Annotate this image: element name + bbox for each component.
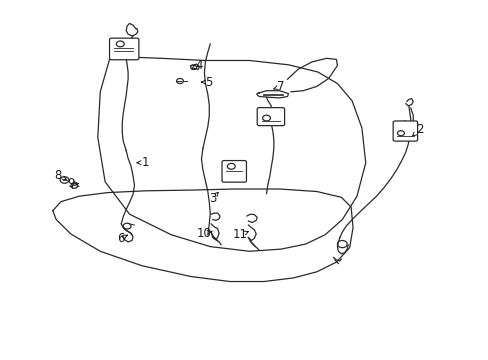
FancyBboxPatch shape <box>109 38 139 60</box>
Text: 4: 4 <box>195 59 203 72</box>
Text: 2: 2 <box>415 123 423 136</box>
FancyBboxPatch shape <box>222 161 246 182</box>
Text: 9: 9 <box>67 177 75 190</box>
Text: 7: 7 <box>277 80 285 93</box>
Text: 11: 11 <box>233 228 247 241</box>
Text: 10: 10 <box>197 227 211 240</box>
Text: 8: 8 <box>54 169 61 182</box>
Text: 5: 5 <box>205 76 213 89</box>
Text: 1: 1 <box>142 156 149 169</box>
FancyBboxPatch shape <box>257 108 284 126</box>
Text: 6: 6 <box>117 232 125 245</box>
Text: 3: 3 <box>208 192 216 204</box>
FancyBboxPatch shape <box>392 121 417 141</box>
